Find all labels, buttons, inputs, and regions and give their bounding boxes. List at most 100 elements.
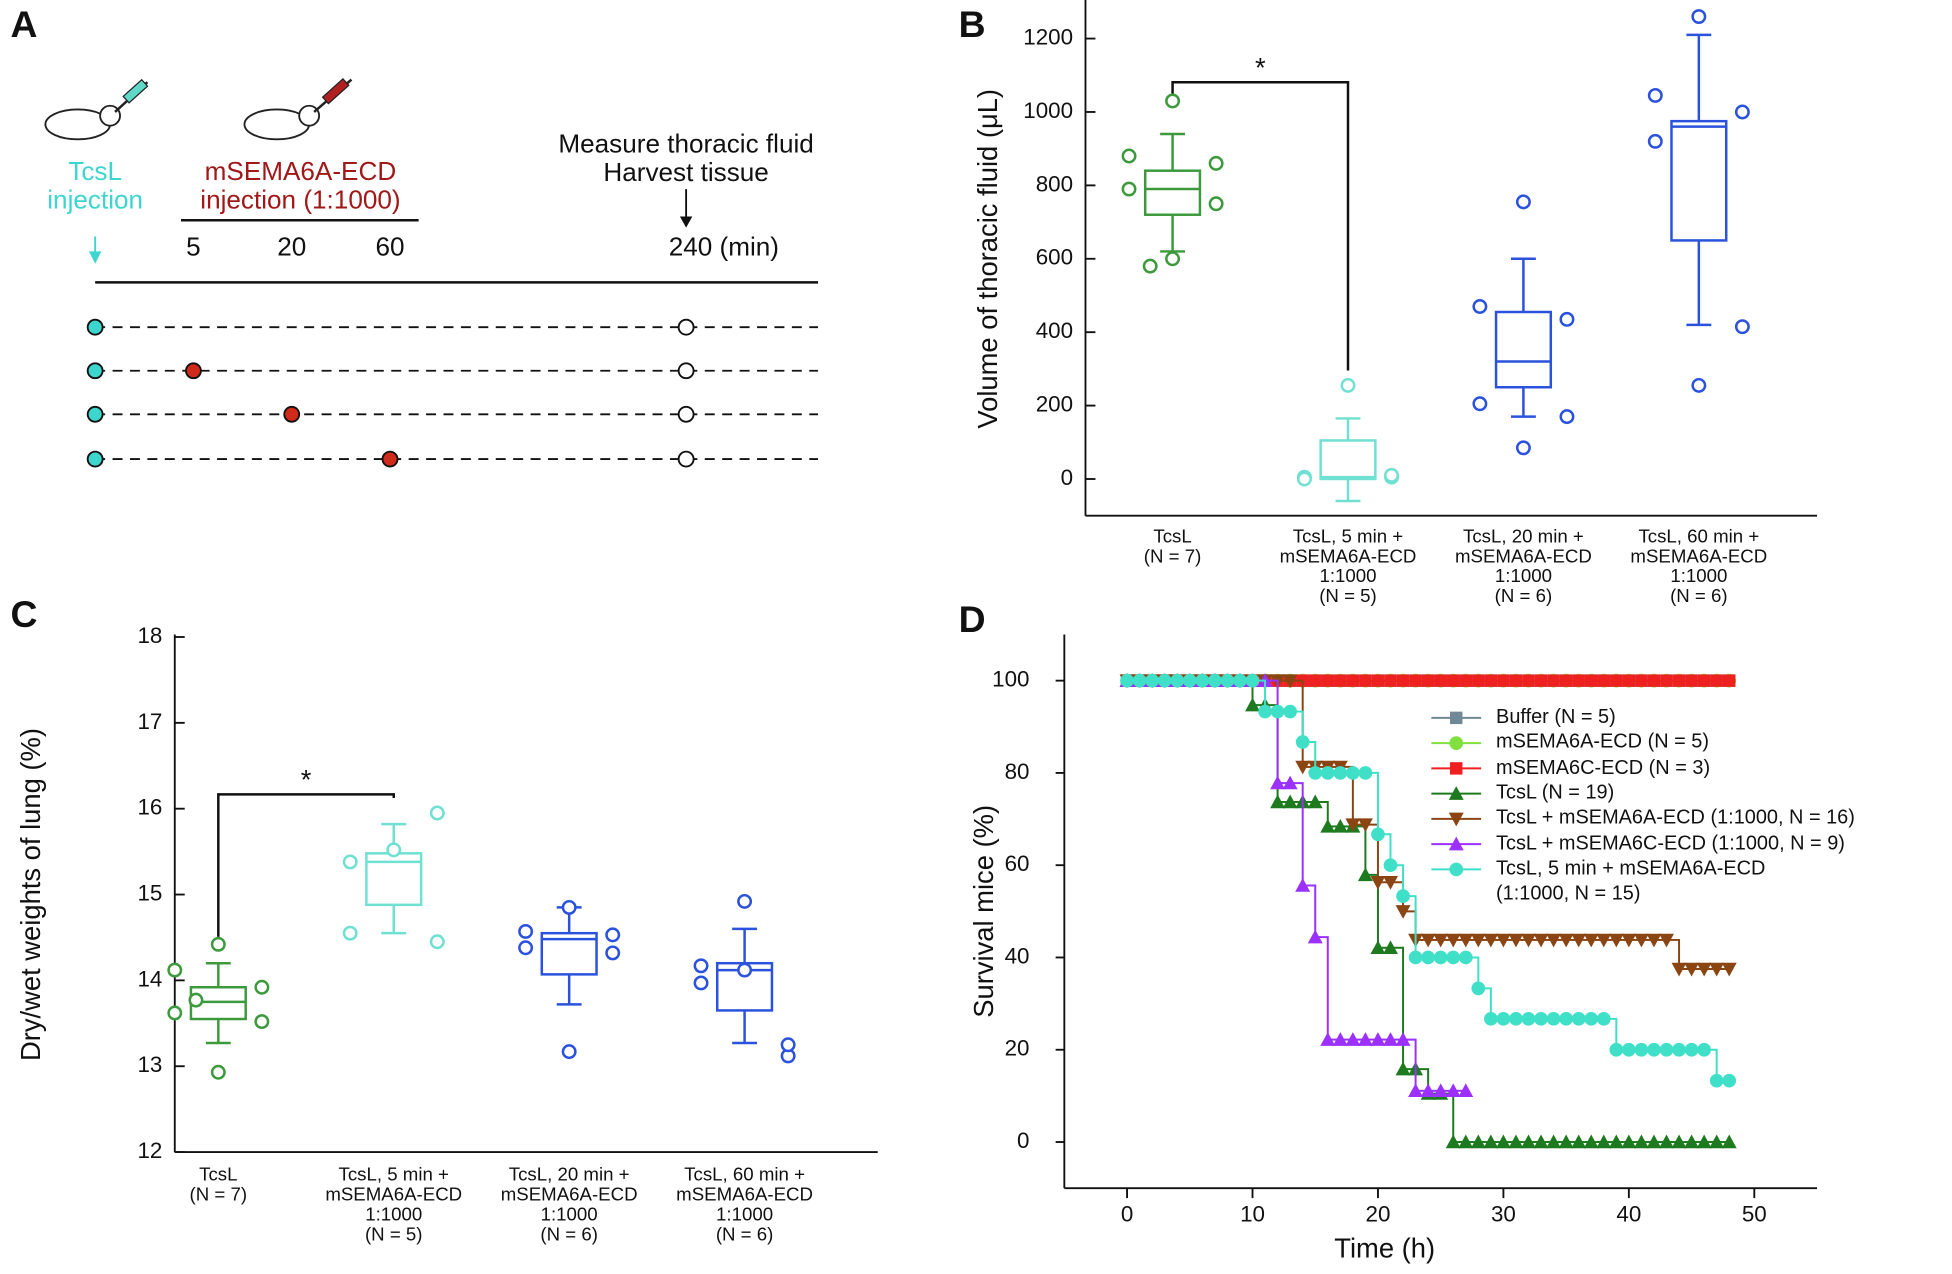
step-line (1315, 800, 1329, 827)
data-point (1608, 933, 1624, 948)
data-point (1142, 258, 1158, 274)
data-point (1472, 396, 1488, 412)
data-point (1546, 1134, 1562, 1149)
data-point (1384, 467, 1400, 483)
data-point (518, 940, 534, 956)
data-point (561, 1044, 577, 1060)
data-point (1345, 1032, 1361, 1046)
timeline-tick: 60 (375, 232, 404, 262)
data-point (1508, 933, 1524, 948)
legend-marker (1449, 736, 1464, 750)
x-tick-label: TcsL, 20 min + (1463, 525, 1584, 546)
data-point (429, 934, 445, 950)
data-point (1420, 1083, 1436, 1098)
y-tick-label: 0 (1017, 1128, 1029, 1153)
data-point (1195, 673, 1210, 688)
data-point (737, 962, 753, 978)
data-point (1121, 148, 1137, 164)
x-tick-label: 1:1000 (1495, 565, 1552, 586)
x-tick-label: 0 (1121, 1201, 1133, 1226)
data-point (1332, 1032, 1348, 1046)
data-point (1621, 933, 1637, 948)
x-tick-label: 1:1000 (716, 1203, 773, 1224)
legend-entry: TcsL (N = 19) (1496, 782, 1615, 804)
annotation: Harvest tissue (603, 157, 768, 187)
data-point (1358, 766, 1373, 780)
data-point (1709, 1073, 1724, 1088)
significance-bracket (217, 793, 395, 937)
data-point (1521, 933, 1536, 948)
data-point (1534, 1011, 1548, 1026)
data-point (1533, 1134, 1549, 1149)
data-point (1672, 674, 1686, 687)
box (540, 931, 598, 976)
data-point (1121, 181, 1137, 197)
data-point (1282, 794, 1298, 809)
x-tick-label: mSEMA6A-ECD (1455, 545, 1592, 566)
data-point (1458, 1083, 1474, 1098)
data-point (1408, 1083, 1424, 1098)
data-point (1584, 1011, 1599, 1026)
data-point (1709, 962, 1725, 977)
data-point (693, 958, 709, 974)
timeline-dots (86, 318, 695, 468)
data-point (1283, 704, 1297, 719)
data-point (1634, 1042, 1649, 1057)
data-point (1559, 409, 1575, 425)
data-point (1165, 251, 1181, 267)
x-tick-label: 10 (1240, 1201, 1265, 1226)
data-point (1515, 440, 1531, 456)
data-point (1597, 674, 1610, 687)
y-tick-label: 800 (1036, 171, 1073, 196)
data-point (1333, 766, 1348, 780)
annotation: injection (47, 184, 143, 214)
y-tick-label: 400 (1036, 318, 1073, 343)
data-point (1521, 1011, 1536, 1026)
y-tick-label: 13 (137, 1052, 162, 1077)
arrow-head (679, 216, 693, 228)
data-point (1165, 93, 1181, 109)
legend-marker (1450, 762, 1463, 775)
box (1143, 169, 1202, 216)
data-point (1220, 673, 1235, 688)
data-point (1346, 766, 1360, 780)
data-point (1270, 775, 1286, 790)
data-point (1340, 377, 1356, 393)
data-point (1646, 1134, 1662, 1149)
data-point (518, 923, 534, 939)
data-point (1470, 1134, 1486, 1149)
data-point (1295, 760, 1311, 775)
data-point (1384, 674, 1397, 687)
legend-label: TcsL (N = 19) (1496, 782, 1615, 804)
data-point (1558, 1134, 1574, 1149)
y-axis-title: Volume of thoracic fluid (μL) (972, 89, 1003, 429)
x-tick-label: (N = 6) (1670, 585, 1728, 606)
data-point (1721, 1134, 1737, 1149)
y-tick-label: 12 (137, 1138, 162, 1163)
data-point (1245, 673, 1260, 688)
data-point (167, 1005, 183, 1021)
data-point (1433, 1083, 1449, 1098)
data-point (1357, 1032, 1373, 1046)
step-line (1290, 782, 1304, 886)
y-tick-label: 16 (137, 795, 162, 820)
data-point (1583, 933, 1599, 948)
x-tick-label: 20 (1366, 1201, 1391, 1226)
data-point (605, 927, 621, 943)
data-point (167, 962, 183, 978)
x-tick-label: mSEMA6A-ECD (676, 1184, 813, 1205)
data-point (1734, 319, 1750, 335)
data-point (1459, 674, 1472, 687)
data-point (210, 936, 226, 952)
data-point (1447, 674, 1460, 687)
panel-label: A (11, 3, 38, 45)
data-point (1558, 933, 1574, 948)
data-point (1321, 674, 1335, 687)
x-tick-label: (N = 6) (716, 1223, 774, 1244)
data-point (1633, 933, 1649, 948)
data-point (780, 1037, 796, 1053)
y-tick-label: 200 (1036, 392, 1073, 417)
data-point (1647, 1042, 1661, 1057)
x-tick-label: 1:1000 (1319, 565, 1376, 586)
data-point (1521, 1134, 1536, 1149)
